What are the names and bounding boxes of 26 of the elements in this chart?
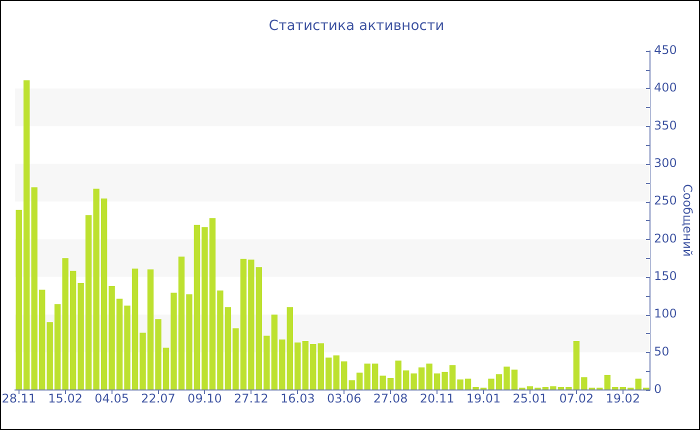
x-tick-label: 03.06 <box>326 391 362 406</box>
x-tick-label: 16.03 <box>280 391 315 406</box>
y-tick-label: 200 <box>654 231 677 246</box>
x-tick-label: 20.11 <box>420 391 454 406</box>
x-tick-label: 04.05 <box>94 391 129 406</box>
x-tick-label: 15.02 <box>48 391 83 406</box>
y-tick-label: 100 <box>654 306 677 321</box>
y-tick-label: 50 <box>654 344 670 358</box>
y-tick-label: 350 <box>654 118 677 132</box>
x-tick-label: 27.08 <box>373 391 408 406</box>
x-tick-label: 27.12 <box>234 391 268 406</box>
x-tick-label: 09.10 <box>188 391 222 406</box>
y-tick-label: 300 <box>654 156 677 170</box>
x-tick-label: 22.07 <box>141 391 176 406</box>
y-tick-label: 250 <box>654 194 677 208</box>
y-tick-label: 450 <box>654 42 677 57</box>
y-tick-label: 400 <box>654 80 677 95</box>
x-tick-label: 28.11 <box>2 391 36 406</box>
x-tick-label: 19.01 <box>466 391 501 406</box>
x-tick-label: 25.01 <box>512 391 548 406</box>
y-tick-label: 150 <box>654 269 677 284</box>
x-tick-label: 19.02 <box>606 391 640 406</box>
y-tick-label: 0 <box>654 382 662 396</box>
y-axis-title: Сообщений <box>680 184 695 257</box>
chart-title: Статистика активности <box>268 18 444 34</box>
x-tick-label: 07.02 <box>559 391 594 406</box>
